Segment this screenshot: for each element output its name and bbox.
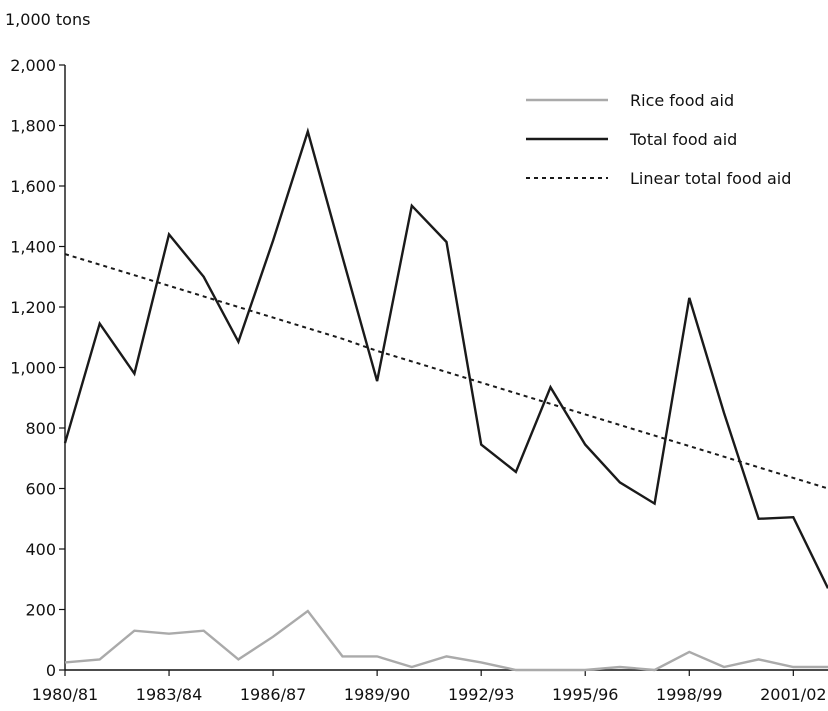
y-axis-ticks: 0 200 400 600 800 1,000 1,200 1,400 1,600 1,800 2,… — [10, 56, 65, 680]
x-tick-label: 1986/87 — [240, 685, 306, 704]
y-tick-label: 400 — [25, 540, 56, 559]
y-tick-label: 1,000 — [10, 359, 56, 378]
axes — [64, 65, 828, 671]
legend-label-total-food-aid: Total food aid — [629, 130, 737, 149]
y-tick-label: 1,800 — [10, 117, 56, 136]
y-tick-label: 2,000 — [10, 56, 56, 75]
total-food-aid-line — [63, 127, 828, 589]
y-tick-label: 1,400 — [10, 238, 56, 257]
x-tick-label: 1983/84 — [136, 685, 202, 704]
y-axis-unit-label: 1,000 tons — [5, 10, 90, 29]
legend-label-rice-food-aid: Rice food aid — [630, 91, 734, 110]
legend: Rice food aid Total food aid Linear total … — [526, 91, 791, 188]
y-tick-label: 1,200 — [10, 298, 56, 317]
y-tick-label: 600 — [25, 480, 56, 499]
x-tick-label: 2001/02 — [760, 685, 826, 704]
y-tick-label: 800 — [25, 419, 56, 438]
legend-label-linear-total-food-aid: Linear total food aid — [630, 169, 791, 188]
x-tick-label: 1998/99 — [656, 685, 722, 704]
x-tick-label: 1992/93 — [448, 685, 514, 704]
x-tick-label: 1989/90 — [344, 685, 410, 704]
y-tick-label: 0 — [46, 661, 56, 680]
series-lines — [63, 127, 828, 672]
x-tick-label: 1980/81 — [32, 685, 98, 704]
y-tick-label: 200 — [25, 601, 56, 620]
y-tick-label: 1,600 — [10, 177, 56, 196]
rice-food-aid-line — [64, 609, 828, 672]
x-axis-ticks: 1980/81 1983/84 1986/87 1989/90 1992/93 1995/… — [32, 670, 827, 704]
x-tick-label: 1995/96 — [552, 685, 618, 704]
linear-total-food-aid-line — [64, 253, 828, 490]
